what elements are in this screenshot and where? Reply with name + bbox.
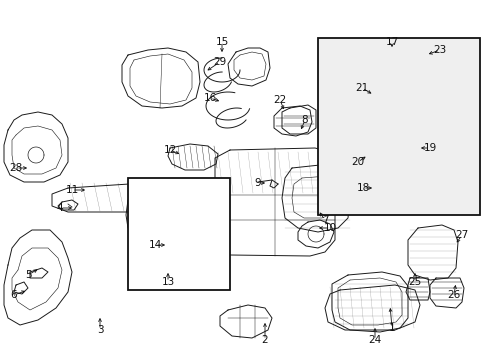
Text: 9: 9 — [254, 178, 261, 188]
Text: 14: 14 — [148, 240, 162, 250]
Bar — [317, 38, 479, 215]
Text: 4: 4 — [57, 203, 63, 213]
Text: 1: 1 — [388, 323, 394, 333]
Text: 21: 21 — [355, 83, 368, 93]
Text: 26: 26 — [447, 290, 460, 300]
Text: 18: 18 — [356, 183, 369, 193]
Text: 20: 20 — [351, 157, 364, 167]
Text: 25: 25 — [407, 277, 421, 287]
Text: 11: 11 — [65, 185, 79, 195]
Text: 16: 16 — [203, 93, 216, 103]
Text: 8: 8 — [301, 115, 307, 125]
Text: 6: 6 — [11, 290, 17, 300]
Text: 5: 5 — [24, 270, 31, 280]
Text: 17: 17 — [385, 37, 398, 47]
Text: 3: 3 — [97, 325, 103, 335]
Text: 24: 24 — [367, 335, 381, 345]
Text: 23: 23 — [432, 45, 446, 55]
Text: 13: 13 — [161, 277, 174, 287]
Text: 2: 2 — [261, 335, 268, 345]
Text: 28: 28 — [9, 163, 22, 173]
Text: 22: 22 — [273, 95, 286, 105]
Text: 29: 29 — [213, 57, 226, 67]
Text: 19: 19 — [423, 143, 436, 153]
Text: 10: 10 — [323, 223, 336, 233]
Text: 12: 12 — [163, 145, 176, 155]
Text: 7: 7 — [321, 215, 327, 225]
Text: 15: 15 — [215, 37, 228, 47]
Text: 27: 27 — [454, 230, 468, 240]
Bar — [128, 178, 229, 290]
